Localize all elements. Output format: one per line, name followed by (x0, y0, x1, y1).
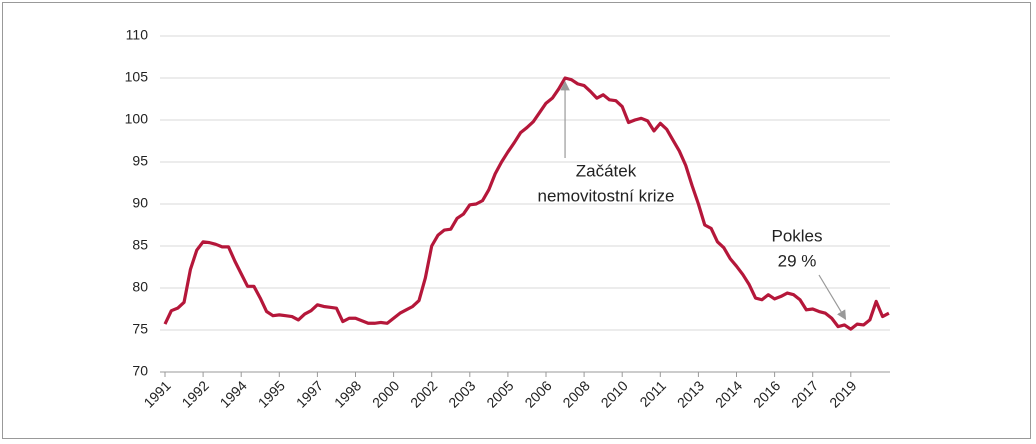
x-tick-label: 2008 (559, 377, 592, 410)
x-tick-label: 2017 (788, 377, 821, 410)
x-tick-label: 2010 (598, 377, 631, 410)
x-tick-label: 1998 (331, 377, 364, 410)
x-tick-label: 2013 (674, 377, 707, 410)
x-tick-label: 2016 (750, 377, 783, 410)
x-tick-label: 2014 (712, 377, 745, 410)
annotation: 29 % (778, 251, 817, 270)
annotation-arrow (818, 274, 847, 320)
x-tick-label: 2000 (369, 377, 402, 410)
y-tick-label: 100 (125, 111, 149, 127)
annotation: nemovitostní krize (538, 186, 675, 205)
y-tick-label: 90 (132, 195, 148, 211)
x-tick-label: 2006 (521, 377, 554, 410)
line (163, 76, 890, 331)
x-tick-label: 1994 (217, 377, 250, 410)
x-tick-label: 2005 (483, 377, 516, 410)
y-tick-label: 95 (132, 153, 148, 169)
y-tick-label: 70 (132, 363, 148, 379)
frame (2, 2, 1031, 439)
y-tick-label: 75 (132, 321, 148, 337)
x-tick-label: 2002 (407, 377, 440, 410)
y-tick-label: 105 (125, 69, 149, 85)
x-tick-label: 2011 (636, 377, 669, 410)
annotation: Pokles (771, 226, 822, 245)
y-tick-label: 80 (132, 279, 148, 295)
annotation: Začátek (576, 161, 637, 180)
y-tick-label: 85 (132, 237, 148, 253)
y-tick-label: 110 (126, 27, 149, 43)
x-tick-label: 1995 (255, 377, 288, 410)
x-tick-label: 2019 (826, 377, 859, 410)
x-tick-label: 1991 (140, 377, 173, 410)
x-tick-label: 1997 (293, 377, 326, 410)
x-tick-label: 1992 (178, 377, 211, 410)
x-tick-label: 2003 (445, 377, 478, 410)
